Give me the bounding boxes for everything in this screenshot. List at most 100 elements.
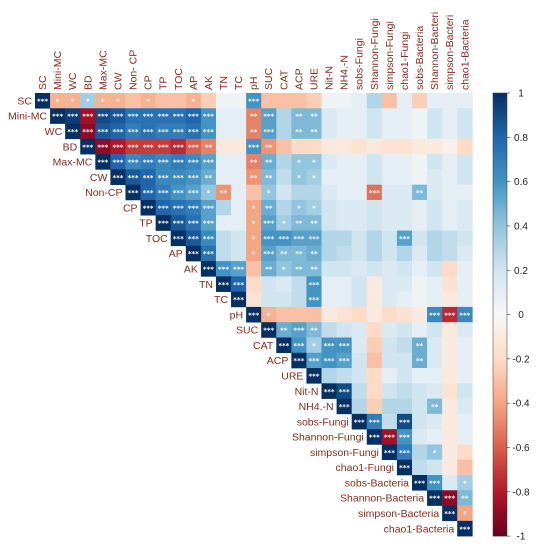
heatmap-cell	[291, 230, 307, 247]
significance-mark: ***	[173, 220, 184, 228]
heatmap-cell	[306, 368, 322, 384]
significance-mark: ***	[308, 235, 319, 243]
heatmap-cell	[396, 429, 413, 445]
heatmap-cell	[321, 230, 337, 247]
heatmap-cell	[351, 230, 368, 247]
row-label: chao1-Fungi	[336, 462, 394, 474]
significance-mark: **	[280, 250, 288, 258]
significance-mark: ***	[444, 495, 455, 503]
significance-mark: *	[297, 174, 301, 182]
heatmap-cell	[442, 291, 458, 308]
column-label: TP	[158, 77, 170, 90]
significance-mark: *	[71, 97, 75, 105]
significance-mark: ***	[399, 418, 410, 426]
significance-mark: **	[280, 327, 288, 335]
significance-mark: *	[252, 220, 256, 228]
significance-mark: **	[416, 342, 424, 350]
heatmap-cell	[276, 199, 292, 216]
heatmap-cell	[125, 138, 141, 155]
heatmap-cell	[381, 93, 398, 109]
significance-mark: **	[416, 189, 424, 197]
heatmap-cell	[381, 413, 398, 430]
heatmap-cell	[200, 154, 217, 170]
significance-mark: ***	[188, 189, 199, 197]
heatmap-cell	[231, 93, 247, 109]
significance-mark: *	[252, 235, 256, 243]
heatmap-cell	[396, 108, 413, 124]
significance-mark: ***	[233, 281, 244, 289]
significance-mark: **	[310, 266, 318, 274]
significance-mark: ***	[158, 174, 169, 182]
significance-mark: ***	[339, 403, 350, 411]
significance-mark: **	[250, 113, 258, 121]
heatmap-cell	[427, 230, 443, 247]
row-label: pH	[230, 309, 243, 321]
heatmap-cell	[427, 261, 443, 277]
heatmap-cell	[246, 261, 262, 277]
significance-mark: ***	[369, 189, 380, 197]
heatmap-cell	[427, 352, 443, 369]
heatmap-cell	[200, 123, 217, 140]
heatmap-cell	[442, 169, 458, 185]
significance-mark: ***	[158, 159, 169, 167]
heatmap-cell	[215, 276, 232, 292]
heatmap-cell	[442, 505, 458, 522]
column-label: Max-MC	[97, 50, 109, 90]
heatmap-cell	[457, 230, 473, 247]
significance-mark: **	[265, 143, 273, 151]
significance-mark: ***	[82, 128, 93, 136]
row-label: chao1-Bacteria	[384, 523, 455, 535]
heatmap-cell	[276, 123, 292, 140]
heatmap-cell	[185, 93, 202, 109]
significance-mark: ***	[414, 479, 425, 487]
significance-mark: *	[192, 97, 196, 105]
heatmap-cell	[246, 138, 262, 155]
colorbar-tick-label: -1	[517, 532, 526, 543]
significance-mark: **	[265, 266, 273, 274]
heatmap-cell	[170, 199, 187, 216]
heatmap-cell	[396, 383, 413, 399]
heatmap-cell	[427, 368, 443, 384]
heatmap-cell	[366, 108, 383, 124]
heatmap-cell	[185, 199, 202, 216]
heatmap-cell	[351, 245, 368, 262]
heatmap-cell	[336, 291, 352, 308]
heatmap-cell	[427, 398, 443, 415]
heatmap-cell	[276, 322, 292, 338]
heatmap-cell	[381, 291, 398, 308]
heatmap-cell	[442, 138, 458, 155]
heatmap-cell	[381, 444, 398, 461]
heatmap-cell	[427, 337, 443, 354]
heatmap-cell	[381, 215, 398, 231]
heatmap-cell	[427, 93, 443, 109]
heatmap-cell	[95, 138, 111, 155]
significance-mark: ***	[158, 204, 169, 212]
heatmap-cell	[95, 123, 111, 140]
heatmap-cell	[80, 138, 96, 155]
heatmap-cell	[231, 291, 247, 308]
significance-mark: ***	[97, 143, 108, 151]
heatmap-cell	[261, 154, 277, 170]
significance-mark: *	[252, 204, 256, 212]
heatmap-cell	[321, 276, 337, 292]
heatmap-cell	[457, 444, 473, 461]
heatmap-cell	[442, 459, 458, 476]
heatmap-cell	[231, 154, 247, 170]
significance-mark: *	[252, 250, 256, 258]
column-label: pH	[248, 77, 260, 90]
heatmap-cell	[215, 199, 232, 216]
heatmap-cell	[351, 108, 368, 124]
colorbar: 1 0.8 0.6 0.4 0.2 0 -0.2 -0.4 -0.6 -0.8 -1	[492, 89, 530, 543]
heatmap-cell	[351, 368, 368, 384]
heatmap-cell	[366, 93, 383, 109]
heatmap-cell	[170, 123, 187, 140]
heatmap-cell	[457, 398, 473, 415]
heatmap-cell	[457, 169, 473, 185]
heatmap-cell	[442, 475, 458, 491]
significance-mark: ***	[143, 159, 154, 167]
significance-mark: *	[297, 159, 301, 167]
significance-mark: ***	[112, 143, 123, 151]
heatmap-cell	[457, 261, 473, 277]
column-label: SC	[37, 75, 49, 90]
row-label: Mini-MC	[8, 111, 47, 123]
